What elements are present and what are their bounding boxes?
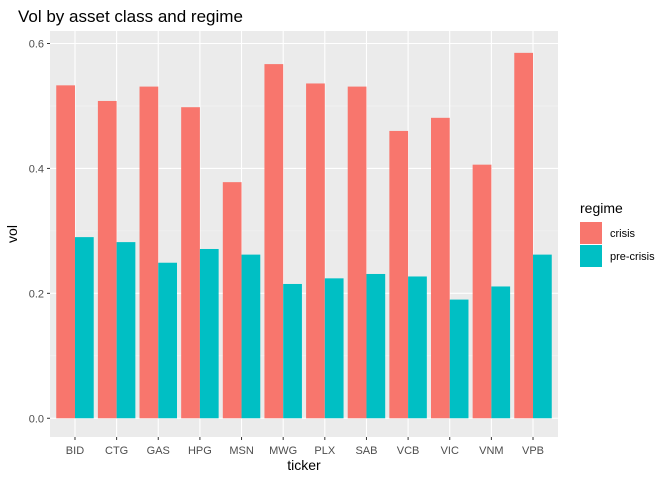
bar-pre-crisis-GAS	[158, 262, 177, 419]
bar-crisis-VPB	[514, 52, 534, 419]
bar-pre-crisis-BID	[74, 237, 94, 419]
x-tick-label: CTG	[105, 445, 128, 457]
bar-pre-crisis-PLX	[324, 278, 344, 419]
legend-label-pre-crisis: pre-crisis	[610, 251, 655, 263]
x-tick-label: VPB	[522, 445, 544, 457]
bar-crisis-VIC	[431, 117, 450, 419]
bar-crisis-MWG	[264, 64, 284, 419]
bar-crisis-GAS	[139, 86, 159, 419]
x-tick-label: VIC	[441, 445, 459, 457]
x-tick-label: GAS	[147, 445, 170, 457]
legend-key-pre-crisis	[580, 245, 602, 267]
x-tick-label: PLX	[314, 445, 335, 457]
legend-label-crisis: crisis	[610, 228, 636, 240]
y-tick-label: 0.0	[29, 413, 44, 425]
x-axis-title: ticker	[287, 457, 321, 473]
bar-pre-crisis-VNM	[491, 286, 511, 419]
bar-pre-crisis-VCB	[408, 276, 427, 419]
bar-crisis-CTG	[97, 100, 117, 419]
legend: regime crisis pre-crisis	[580, 200, 655, 267]
bar-pre-crisis-CTG	[116, 242, 136, 419]
x-tick-label: HPG	[188, 445, 212, 457]
bar-pre-crisis-MSN	[241, 254, 261, 419]
bar-crisis-HPG	[181, 107, 200, 419]
legend-title: regime	[580, 200, 623, 216]
bar-pre-crisis-VIC	[449, 299, 469, 419]
bar-pre-crisis-SAB	[366, 273, 386, 419]
x-tick-label: VCB	[397, 445, 420, 457]
bar-pre-crisis-MWG	[283, 283, 302, 419]
legend-key-crisis	[580, 222, 602, 244]
bar-crisis-VNM	[472, 164, 492, 419]
bars	[56, 52, 552, 419]
bar-crisis-VCB	[389, 130, 409, 419]
x-axis-ticks: BID CTG GAS HPG MSN MWG PLX SAB VCB VIC VNM VPB	[66, 437, 544, 457]
bar-crisis-SAB	[347, 86, 367, 419]
y-axis-title: vol	[4, 225, 20, 243]
y-axis-ticks: 0.0 0.2 0.4 0.6	[29, 38, 50, 425]
x-tick-label: VNM	[479, 445, 503, 457]
y-tick-label: 0.4	[29, 163, 44, 175]
chart-title: Vol by asset class and regime	[18, 7, 243, 26]
y-tick-label: 0.6	[29, 38, 44, 50]
x-tick-label: MWG	[269, 445, 297, 457]
x-tick-label: BID	[66, 445, 84, 457]
bar-crisis-BID	[56, 85, 75, 419]
x-tick-label: SAB	[355, 445, 377, 457]
bar-crisis-MSN	[222, 182, 242, 419]
bar-pre-crisis-HPG	[199, 248, 219, 419]
bar-crisis-PLX	[306, 83, 325, 419]
y-tick-label: 0.2	[29, 288, 44, 300]
x-tick-label: MSN	[229, 445, 254, 457]
bar-pre-crisis-VPB	[533, 254, 552, 419]
legend-items: crisis pre-crisis	[580, 222, 655, 267]
